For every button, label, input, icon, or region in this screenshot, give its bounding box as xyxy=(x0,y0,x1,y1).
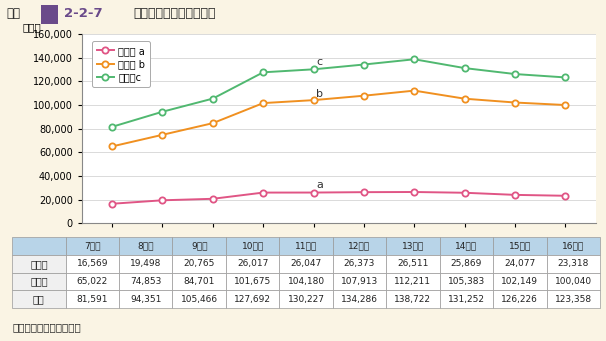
Bar xyxy=(547,255,600,273)
Bar xyxy=(439,291,493,308)
Bar xyxy=(279,291,333,308)
Bar xyxy=(226,255,279,273)
Text: 127,692: 127,692 xyxy=(234,295,271,304)
Text: 16年度: 16年度 xyxy=(562,242,584,251)
Text: （資料）文部科学省調べ: （資料）文部科学省調べ xyxy=(12,322,81,332)
Text: 65,022: 65,022 xyxy=(76,277,108,286)
Bar xyxy=(333,291,386,308)
Bar xyxy=(547,291,600,308)
Text: 14年度: 14年度 xyxy=(455,242,478,251)
Text: 10年度: 10年度 xyxy=(241,242,264,251)
Bar xyxy=(173,273,226,291)
Bar xyxy=(386,255,439,273)
Bar xyxy=(439,273,493,291)
Bar xyxy=(386,237,439,255)
Bar xyxy=(547,273,600,291)
Bar xyxy=(279,237,333,255)
Bar xyxy=(119,291,173,308)
Text: 26,047: 26,047 xyxy=(290,260,322,268)
Text: 23,318: 23,318 xyxy=(558,260,589,268)
Text: 107,913: 107,913 xyxy=(341,277,378,286)
Bar xyxy=(386,273,439,291)
Bar xyxy=(493,291,547,308)
Text: 20,765: 20,765 xyxy=(184,260,215,268)
Bar xyxy=(173,237,226,255)
Text: 81,591: 81,591 xyxy=(76,295,108,304)
Legend: 小学校 a, 中学校 b, 合計　c: 小学校 a, 中学校 b, 合計 c xyxy=(92,41,150,87)
Text: 94,351: 94,351 xyxy=(130,295,161,304)
Text: 105,383: 105,383 xyxy=(448,277,485,286)
Text: 126,226: 126,226 xyxy=(501,295,538,304)
FancyBboxPatch shape xyxy=(41,5,58,24)
Bar xyxy=(173,255,226,273)
Text: 104,180: 104,180 xyxy=(287,277,325,286)
Bar xyxy=(279,273,333,291)
Text: 8年度: 8年度 xyxy=(138,242,154,251)
Text: 26,511: 26,511 xyxy=(397,260,428,268)
Text: 112,211: 112,211 xyxy=(395,277,431,286)
Text: （人）: （人） xyxy=(22,22,41,32)
Text: 26,017: 26,017 xyxy=(237,260,268,268)
Text: c: c xyxy=(316,57,322,68)
Bar xyxy=(386,291,439,308)
Bar xyxy=(439,255,493,273)
Bar xyxy=(65,291,119,308)
Text: 26,373: 26,373 xyxy=(344,260,375,268)
Bar xyxy=(65,237,119,255)
Text: 7年度: 7年度 xyxy=(84,242,101,251)
Bar xyxy=(65,273,119,291)
Text: 138,722: 138,722 xyxy=(395,295,431,304)
Text: 74,853: 74,853 xyxy=(130,277,161,286)
Text: 19,498: 19,498 xyxy=(130,260,161,268)
Bar xyxy=(12,237,65,255)
Text: 2-2-7: 2-2-7 xyxy=(64,8,102,20)
Text: b: b xyxy=(316,89,323,99)
Text: 不登校児童生徒数の推移: 不登校児童生徒数の推移 xyxy=(133,8,216,20)
Bar xyxy=(333,255,386,273)
Bar xyxy=(226,237,279,255)
Bar xyxy=(333,273,386,291)
Bar xyxy=(173,291,226,308)
Text: 25,869: 25,869 xyxy=(451,260,482,268)
Bar xyxy=(493,273,547,291)
Text: 合計: 合計 xyxy=(33,294,45,304)
Text: 中学校: 中学校 xyxy=(30,277,48,286)
Text: 9年度: 9年度 xyxy=(191,242,207,251)
Text: a: a xyxy=(316,180,323,191)
Bar xyxy=(119,273,173,291)
Bar xyxy=(226,291,279,308)
Text: 図表: 図表 xyxy=(6,8,20,20)
Bar xyxy=(279,255,333,273)
Text: 134,286: 134,286 xyxy=(341,295,378,304)
Text: 130,227: 130,227 xyxy=(287,295,325,304)
Text: 13年度: 13年度 xyxy=(402,242,424,251)
Text: 105,466: 105,466 xyxy=(181,295,218,304)
Bar xyxy=(12,273,65,291)
Text: 100,040: 100,040 xyxy=(554,277,592,286)
Text: 16,569: 16,569 xyxy=(76,260,108,268)
Bar xyxy=(12,255,65,273)
Text: 15年度: 15年度 xyxy=(508,242,531,251)
Bar xyxy=(119,255,173,273)
Bar xyxy=(493,237,547,255)
Bar xyxy=(333,237,386,255)
Text: 小学校: 小学校 xyxy=(30,259,48,269)
Bar xyxy=(119,237,173,255)
Text: 131,252: 131,252 xyxy=(448,295,485,304)
Bar xyxy=(547,237,600,255)
Bar xyxy=(12,291,65,308)
Text: 101,675: 101,675 xyxy=(234,277,271,286)
Text: 12年度: 12年度 xyxy=(348,242,370,251)
Text: 24,077: 24,077 xyxy=(504,260,536,268)
Bar xyxy=(439,237,493,255)
Bar xyxy=(493,255,547,273)
Text: 102,149: 102,149 xyxy=(501,277,538,286)
Bar xyxy=(226,273,279,291)
Text: 11年度: 11年度 xyxy=(295,242,317,251)
Text: 84,701: 84,701 xyxy=(184,277,215,286)
Bar xyxy=(65,255,119,273)
Text: 123,358: 123,358 xyxy=(554,295,592,304)
